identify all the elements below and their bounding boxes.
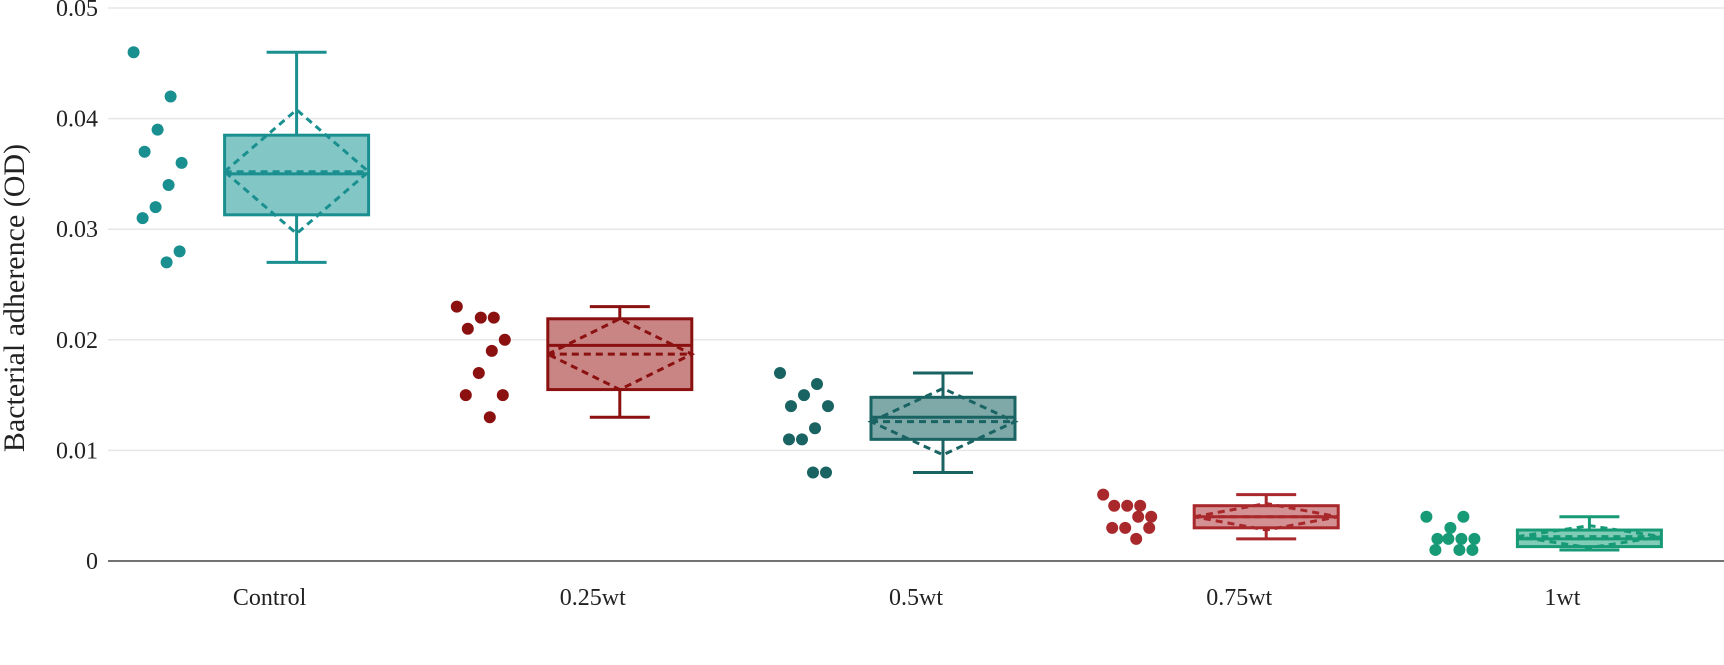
- y-axis: 0 0.01 0.02 0.03 0.04 0.05: [56, 0, 98, 575]
- sd-diamond: [1193, 501, 1339, 532]
- y-axis-title: Bacterial adherence (OD): [0, 144, 31, 452]
- box-group-0.75wt: [1097, 488, 1340, 545]
- data-point: [1132, 510, 1145, 523]
- box-group-0.25wt: [450, 300, 696, 424]
- data-point: [459, 389, 472, 402]
- data-point: [136, 212, 149, 225]
- data-point: [1130, 532, 1143, 545]
- data-point: [496, 389, 509, 402]
- data-point: [149, 201, 162, 214]
- x-tick-label: 0.75wt: [1206, 585, 1272, 611]
- data-point: [151, 123, 164, 136]
- data-point: [807, 466, 819, 479]
- data-point: [1466, 543, 1479, 556]
- y-tick-label: 0: [86, 549, 98, 575]
- data-point: [485, 344, 498, 357]
- data-point: [822, 400, 834, 413]
- data-point: [175, 156, 188, 169]
- data-point: [809, 422, 821, 435]
- data-point: [1106, 521, 1119, 534]
- data-point: [1420, 510, 1433, 523]
- x-tick-label: 0.25wt: [560, 585, 626, 611]
- data-point: [798, 389, 810, 402]
- data-point: [164, 90, 177, 103]
- data-point: [796, 433, 808, 446]
- data-point: [483, 411, 496, 424]
- data-point: [474, 311, 487, 324]
- data-point: [498, 333, 511, 346]
- y-tick-label: 0.01: [56, 438, 98, 464]
- x-axis: Control 0.25wt 0.5wt 0.75wt 1wt: [108, 560, 1724, 611]
- sd-diamond: [867, 386, 1019, 457]
- data-point: [487, 311, 500, 324]
- sd-diamond: [544, 317, 696, 392]
- data-point: [1453, 543, 1466, 556]
- y-tick-label: 0.05: [56, 0, 98, 22]
- data-point: [160, 256, 173, 269]
- data-point: [127, 46, 140, 59]
- box-group-1wt: [1420, 510, 1663, 556]
- data-point: [1143, 521, 1156, 534]
- data-point: [1444, 521, 1457, 534]
- data-point: [1429, 543, 1442, 556]
- x-tick-label: 1wt: [1544, 585, 1580, 611]
- data-point: [472, 366, 485, 379]
- data-point: [820, 466, 832, 479]
- box-group-0.5wt: [774, 366, 1019, 479]
- data-point: [1431, 532, 1444, 545]
- x-tick-label: Control: [233, 585, 307, 611]
- y-tick-label: 0.03: [56, 217, 98, 243]
- data-point: [1468, 532, 1481, 545]
- data-point: [461, 322, 474, 335]
- y-tick-label: 0.04: [56, 107, 98, 133]
- x-tick-label: 0.5wt: [889, 585, 943, 611]
- data-point: [450, 300, 463, 313]
- data-point: [1442, 532, 1455, 545]
- box-group-Control: [127, 46, 371, 269]
- data-point: [811, 378, 823, 391]
- data-point: [162, 178, 175, 191]
- data-point: [1145, 510, 1158, 523]
- data-point: [783, 433, 795, 446]
- gridlines: [108, 7, 1724, 452]
- data-point: [1097, 488, 1110, 501]
- data-point: [138, 145, 151, 158]
- sd-diamond: [222, 107, 371, 236]
- data-point: [785, 400, 797, 413]
- data-point: [1134, 499, 1147, 512]
- data-point: [1457, 510, 1470, 523]
- data-point: [1455, 532, 1468, 545]
- data-point: [173, 245, 186, 258]
- data-point: [1121, 499, 1134, 512]
- y-tick-label: 0.02: [56, 328, 98, 354]
- data-point: [774, 366, 786, 379]
- sd-diamond: [1517, 524, 1662, 550]
- data-point: [1108, 499, 1121, 512]
- data-point: [1119, 521, 1132, 534]
- box-groups: [127, 46, 1663, 556]
